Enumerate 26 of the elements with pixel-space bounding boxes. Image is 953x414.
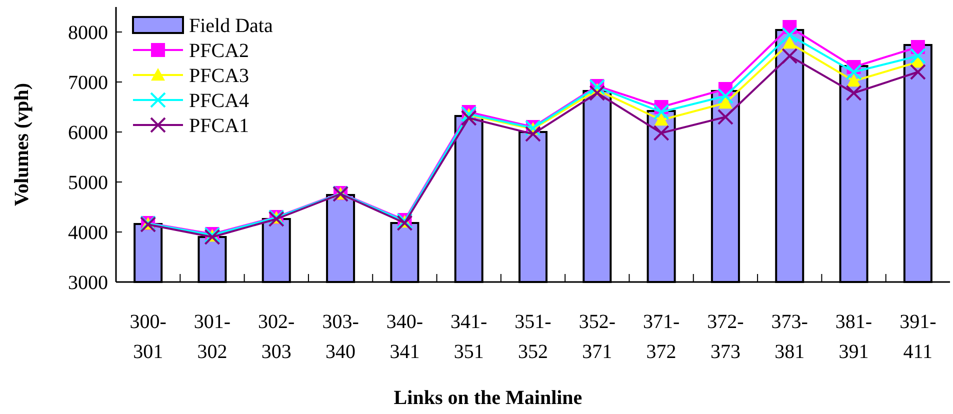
x-tick-label: 341- 351 [450,311,488,363]
x-tick-label: 301- 302 [194,311,231,363]
y-tick-label: 4000 [68,222,108,244]
x-tick-label: 371- 372 [642,311,680,363]
legend-label: PFCA3 [189,65,250,87]
y-tick-label: 5000 [68,172,108,194]
y-tick-label: 7000 [68,72,108,94]
y-axis-title: Volumes (vph) [11,82,33,206]
legend-label: Field Data [189,15,273,37]
legend-label: PFCA2 [189,40,250,62]
x-tick-label: 303- 340 [322,311,359,363]
x-tick-label: 351- 352 [514,311,552,363]
x-tick-label: 302- 303 [258,311,295,363]
x-tick-label: 340- 341 [386,311,424,363]
x-tick-label: 300- 301 [130,311,166,363]
legend-label: PFCA4 [189,90,250,112]
legend-label: PFCA1 [189,115,250,137]
x-tick-label: 373- 381 [771,311,808,363]
y-tick-label: 8000 [68,22,108,44]
x-tick-label: 381- 391 [835,311,872,363]
y-tick-label: 6000 [68,122,108,144]
x-axis-title: Links on the Mainline [394,387,582,409]
x-tick-label: 372- 373 [707,311,744,363]
x-tick-label: 352- 371 [578,311,616,363]
x-tick-label: 391- 411 [900,311,936,363]
y-tick-label: 3000 [68,272,108,294]
